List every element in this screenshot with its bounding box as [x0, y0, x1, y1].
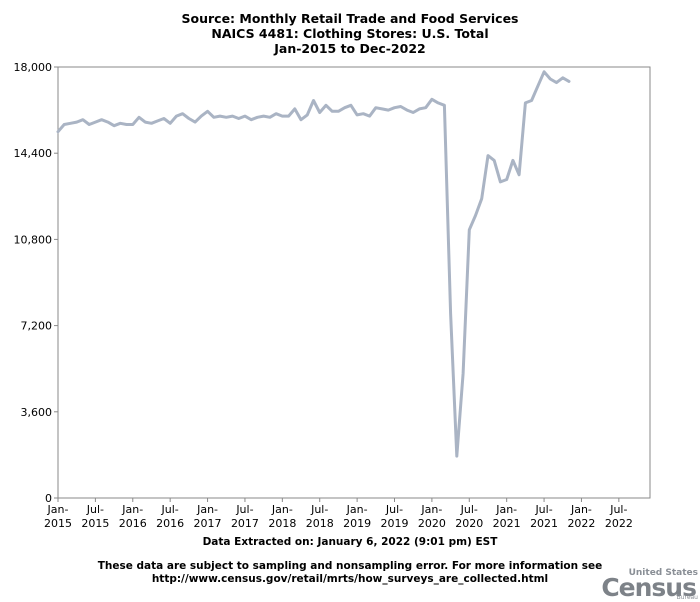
x-tick-label: Jan-2020 — [418, 503, 446, 530]
x-tick-label: Jan-2017 — [194, 503, 222, 530]
logo-big-text: Census — [601, 573, 697, 602]
series-line — [56, 70, 571, 458]
x-tick-label: Jul-2022 — [605, 503, 633, 530]
x-tick-label: Jul-2018 — [306, 503, 334, 530]
chart-title: Source: Monthly Retail Trade and Food Se… — [0, 11, 700, 56]
y-tick-label: 14,400 — [14, 147, 53, 160]
x-tick-label: Jul-2015 — [81, 503, 109, 530]
x-tick-label: Jan-2019 — [343, 503, 371, 530]
title-line-2: NAICS 4481: Clothing Stores: U.S. Total — [211, 26, 489, 41]
disclaimer-line-1: These data are subject to sampling and n… — [97, 560, 603, 572]
x-axis: Jan-2015 Jul-2015 Jan-2016 Jul-2016 Jan-2017… — [44, 498, 633, 530]
title-line-1: Source: Monthly Retail Trade and Food Se… — [181, 11, 519, 26]
x-tick-label: Jul-2021 — [530, 503, 558, 530]
y-tick-label: 18,000 — [14, 61, 53, 74]
census-logo: United States Census Bureau — [601, 568, 698, 601]
disclaimer-line-2[interactable]: http://www.census.gov/retail/mrts/how_su… — [151, 573, 549, 585]
logo-small-text: United States — [628, 568, 698, 578]
disclaimer-note: These data are subject to sampling and n… — [0, 560, 700, 586]
x-tick-label: Jan-2021 — [493, 503, 521, 530]
logo-tiny-text: Bureau — [676, 594, 698, 601]
x-tick-label: Jul-2017 — [231, 503, 259, 530]
y-axis: 0 3,600 7,200 10,800 14,400 18,000 — [14, 61, 58, 505]
x-tick-label: Jan-2015 — [44, 503, 72, 530]
plot-area — [57, 66, 651, 499]
x-tick-label: Jan-2018 — [268, 503, 296, 530]
x-tick-label: Jan-2016 — [119, 503, 147, 530]
x-tick-label: Jul-2016 — [156, 503, 184, 530]
x-tick-label: Jan-2022 — [567, 503, 595, 530]
y-tick-label: 0 — [45, 492, 52, 505]
y-tick-label: 7,200 — [21, 320, 53, 333]
y-tick-label: 3,600 — [21, 406, 53, 419]
x-tick-label: Jul-2020 — [455, 503, 483, 530]
y-tick-label: 10,800 — [14, 233, 53, 246]
data-extracted-note: Data Extracted on: January 6, 2022 (9:01… — [202, 536, 498, 548]
series-layer — [56, 70, 571, 458]
title-line-3: Jan-2015 to Dec-2022 — [274, 41, 426, 56]
x-tick-label: Jul-2019 — [381, 503, 409, 530]
